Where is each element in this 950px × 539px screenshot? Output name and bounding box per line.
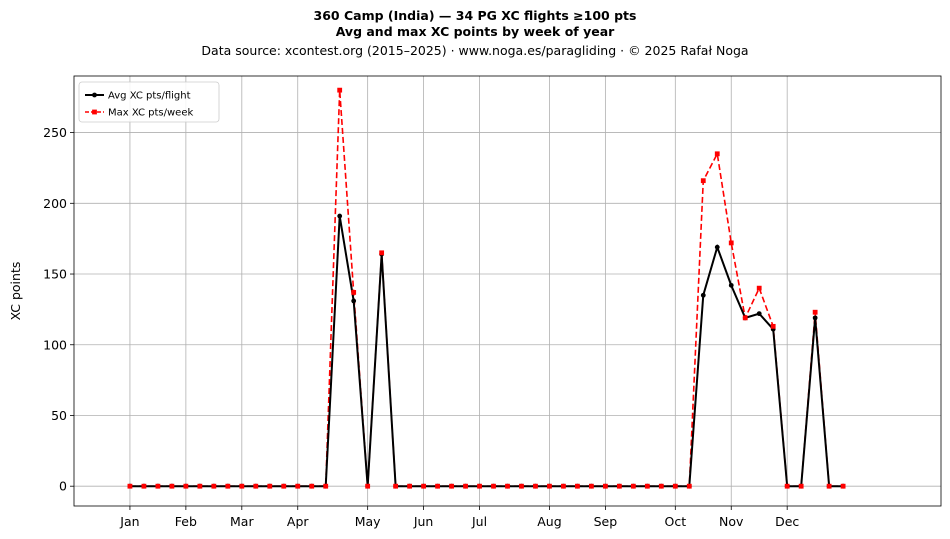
legend-marker-max bbox=[92, 109, 97, 115]
max-point bbox=[449, 483, 454, 489]
avg-point bbox=[351, 298, 357, 304]
y-tick-label: 100 bbox=[43, 337, 67, 352]
y-tick-label: 0 bbox=[59, 479, 67, 494]
max-point bbox=[658, 483, 664, 489]
max-point bbox=[155, 483, 161, 489]
series-line-max bbox=[129, 90, 844, 488]
max-point bbox=[337, 87, 343, 93]
x-tick-label: Apr bbox=[287, 514, 309, 529]
max-point bbox=[379, 250, 385, 256]
y-tick-label: 150 bbox=[43, 267, 67, 282]
max-point bbox=[435, 483, 440, 489]
max-point bbox=[798, 483, 804, 489]
y-tick-label: 200 bbox=[43, 196, 67, 211]
max-point bbox=[812, 309, 818, 315]
x-tick-label: Jul bbox=[471, 514, 487, 529]
x-tick-label: May bbox=[355, 514, 381, 529]
x-tick-label: Jun bbox=[413, 514, 434, 529]
max-point bbox=[742, 315, 748, 321]
max-point bbox=[714, 151, 720, 157]
chart-source-line: Data source: xcontest.org (2015–2025) · … bbox=[201, 43, 749, 58]
max-point bbox=[267, 483, 273, 489]
plot-frame bbox=[73, 75, 942, 507]
max-point bbox=[169, 483, 175, 489]
avg-point bbox=[714, 244, 720, 250]
x-tick-label: Jan bbox=[119, 514, 139, 529]
max-point bbox=[323, 483, 329, 489]
legend-box bbox=[78, 81, 220, 123]
max-point bbox=[351, 290, 357, 295]
max-point bbox=[225, 483, 231, 489]
max-point bbox=[575, 483, 580, 489]
max-point bbox=[519, 483, 524, 489]
max-point bbox=[644, 483, 650, 489]
max-point bbox=[826, 483, 832, 489]
max-point bbox=[561, 483, 566, 489]
avg-point bbox=[337, 213, 343, 219]
max-point bbox=[239, 483, 245, 489]
max-point bbox=[630, 483, 636, 489]
max-point bbox=[253, 483, 259, 489]
y-tick-label: 250 bbox=[43, 125, 67, 140]
max-point bbox=[183, 483, 189, 489]
legend: Avg XC pts/flight Max XC pts/week bbox=[78, 81, 220, 123]
max-point bbox=[393, 483, 399, 489]
x-tick-label: Oct bbox=[664, 514, 686, 529]
max-point bbox=[505, 483, 510, 489]
max-point bbox=[463, 483, 468, 489]
y-axis-label: XC points bbox=[8, 262, 23, 321]
max-point bbox=[686, 483, 692, 489]
max-point bbox=[491, 483, 496, 489]
max-point bbox=[700, 178, 706, 184]
series-line-avg bbox=[129, 215, 844, 488]
avg-point bbox=[756, 311, 762, 317]
max-point bbox=[672, 483, 678, 489]
max-point bbox=[141, 483, 147, 489]
chart-subtitle: Avg and max XC points by week of year bbox=[335, 24, 615, 39]
x-tick-label: Mar bbox=[230, 514, 254, 529]
x-tick-label: Sep bbox=[594, 514, 618, 529]
chart-title: 360 Camp (India) — 34 PG XC flights ≥100… bbox=[313, 8, 637, 23]
x-tick-label: Dec bbox=[775, 514, 799, 529]
avg-point bbox=[812, 315, 818, 321]
legend-label-max: Max XC pts/week bbox=[108, 108, 193, 119]
legend-label-avg: Avg XC pts/flight bbox=[108, 91, 191, 102]
x-tick-label: Feb bbox=[175, 514, 197, 529]
max-point bbox=[840, 483, 846, 489]
max-point bbox=[127, 483, 133, 489]
max-point bbox=[211, 483, 217, 489]
max-point bbox=[421, 483, 426, 489]
avg-point bbox=[728, 282, 734, 288]
max-point bbox=[770, 323, 776, 329]
max-point bbox=[602, 483, 608, 489]
max-point bbox=[281, 483, 287, 489]
max-point bbox=[197, 483, 203, 489]
max-point bbox=[784, 483, 790, 489]
max-point bbox=[295, 483, 301, 489]
max-point bbox=[533, 483, 538, 489]
max-point bbox=[728, 240, 734, 246]
max-point bbox=[589, 483, 594, 489]
max-point bbox=[616, 483, 622, 489]
max-point bbox=[547, 483, 552, 489]
y-tick-label: 50 bbox=[51, 408, 67, 423]
max-point bbox=[309, 483, 315, 489]
x-tick-label: Nov bbox=[719, 514, 744, 529]
max-point bbox=[477, 483, 482, 489]
legend-marker-avg bbox=[92, 92, 97, 98]
max-point bbox=[365, 483, 371, 489]
max-point bbox=[407, 483, 413, 489]
max-point bbox=[756, 285, 762, 291]
x-tick-label: Aug bbox=[537, 514, 561, 529]
avg-point bbox=[700, 292, 706, 298]
